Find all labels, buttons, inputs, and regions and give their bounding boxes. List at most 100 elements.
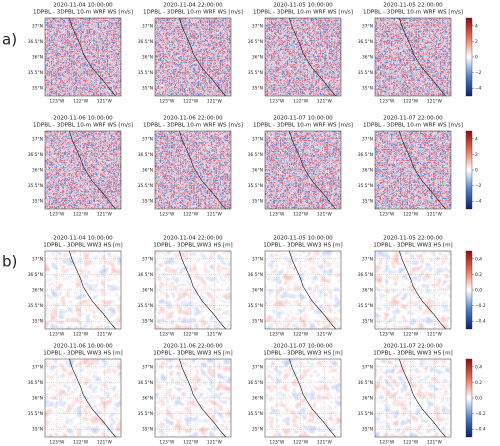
x-tick-label: 123°W <box>269 440 285 446</box>
colorbar-tick-label: 0 <box>475 55 478 61</box>
y-tick-label: 35°N <box>362 427 373 433</box>
y-tick-label: 36.5°N <box>358 152 373 158</box>
x-tick-label: 121°W <box>97 212 113 218</box>
x-tick-label: 123°W <box>379 99 395 105</box>
colorbar-tick-label: 4 <box>475 136 478 142</box>
x-tick-label: 122°W <box>293 440 309 446</box>
x-tick-label: 122°W <box>403 212 419 218</box>
y-tick-label: 35°N <box>252 427 263 433</box>
colorbar-tick-label: 0.4 <box>475 256 482 262</box>
x-tick-label: 122°W <box>183 99 199 105</box>
subplot-title: 1DPBL - 3DPBL WW3 HS [m] <box>263 351 343 357</box>
y-tick-label: 35°N <box>252 199 263 205</box>
y-tick-label: 35°N <box>32 427 43 433</box>
y-tick-label: 37°N <box>142 23 153 29</box>
y-tick-label: 36°N <box>252 396 263 402</box>
subplot-date: 2020-11-06 22:00:00 <box>163 344 223 350</box>
subplot-date: 2020-11-06 10:00:00 <box>53 116 113 122</box>
y-tick-label: 36°N <box>32 396 43 402</box>
x-tick-label: 122°W <box>73 440 89 446</box>
subplot-title: 1DPBL - 3DPBL WW3 HS [m] <box>43 351 123 357</box>
y-tick-label: 36.5°N <box>138 380 153 386</box>
y-tick-label: 36.5°N <box>28 39 43 45</box>
colorbar <box>465 17 473 97</box>
x-tick-label: 123°W <box>269 332 285 338</box>
x-tick-label: 121°W <box>97 99 113 105</box>
map-frame <box>264 250 342 330</box>
map-frame <box>154 130 232 210</box>
coastline <box>179 250 226 330</box>
subplot-date: 2020-11-04 10:00:00 <box>53 236 113 242</box>
x-tick-label: 121°W <box>317 440 333 446</box>
y-tick-label: 36°N <box>362 396 373 402</box>
subplot-title: 1DPBL - 3DPBL WW3 HS [m] <box>373 351 453 357</box>
x-tick-label: 123°W <box>269 212 285 218</box>
coastline <box>69 17 116 97</box>
x-tick-label: 122°W <box>183 212 199 218</box>
subplot-title: 1DPBL - 3DPBL 10-m WRF WS [m/s] <box>253 10 353 16</box>
subplot-title: 1DPBL - 3DPBL 10-m WRF WS [m/s] <box>143 10 243 16</box>
y-tick-label: 37°N <box>32 256 43 262</box>
map-frame <box>374 130 452 210</box>
subplot-title: 1DPBL - 3DPBL WW3 HS [m] <box>153 243 233 249</box>
y-tick-label: 35°N <box>142 199 153 205</box>
y-tick-label: 36.5°N <box>358 272 373 278</box>
subplot-date: 2020-11-06 22:00:00 <box>163 116 223 122</box>
colorbar-tick-label: −0.2 <box>475 303 486 309</box>
subplot-date: 2020-11-06 10:00:00 <box>53 344 113 350</box>
y-tick-label: 37°N <box>252 256 263 262</box>
coastline <box>399 250 446 330</box>
y-tick-label: 36°N <box>32 288 43 294</box>
subplot-title: 1DPBL - 3DPBL 10-m WRF WS [m/s] <box>143 123 243 129</box>
y-tick-label: 35.5°N <box>138 70 153 76</box>
y-tick-label: 36°N <box>32 168 43 174</box>
y-tick-label: 35.5°N <box>248 183 263 189</box>
subplot-title: 1DPBL - 3DPBL 10-m WRF WS [m/s] <box>363 123 463 129</box>
y-tick-label: 35°N <box>252 319 263 325</box>
coastline <box>289 17 336 97</box>
y-tick-label: 35°N <box>142 86 153 92</box>
y-tick-label: 35°N <box>362 86 373 92</box>
coastline <box>179 130 226 210</box>
y-tick-label: 35.5°N <box>248 303 263 309</box>
y-tick-label: 36°N <box>142 288 153 294</box>
y-tick-label: 36°N <box>362 55 373 61</box>
y-tick-label: 35°N <box>32 86 43 92</box>
map-frame <box>44 358 122 438</box>
colorbar-tick-label: 2 <box>475 152 478 158</box>
subplot-date: 2020-11-05 22:00:00 <box>383 236 443 242</box>
y-tick-label: 36°N <box>252 55 263 61</box>
y-tick-label: 35.5°N <box>358 411 373 417</box>
x-tick-label: 121°W <box>317 212 333 218</box>
colorbar-tick-label: −0.2 <box>475 411 486 417</box>
x-tick-label: 121°W <box>427 212 443 218</box>
x-tick-label: 123°W <box>49 212 65 218</box>
map-frame <box>374 17 452 97</box>
y-tick-label: 37°N <box>362 23 373 29</box>
y-tick-label: 37°N <box>362 364 373 370</box>
y-tick-label: 36°N <box>252 288 263 294</box>
y-tick-label: 37°N <box>252 136 263 142</box>
y-tick-label: 37°N <box>142 256 153 262</box>
y-tick-label: 36°N <box>362 288 373 294</box>
y-tick-label: 35.5°N <box>248 70 263 76</box>
subplot-title: 1DPBL - 3DPBL WW3 HS [m] <box>153 351 233 357</box>
coastline <box>399 130 446 210</box>
y-tick-label: 36°N <box>142 168 153 174</box>
x-tick-label: 123°W <box>49 99 65 105</box>
coastline <box>179 17 226 97</box>
x-tick-label: 121°W <box>427 440 443 446</box>
y-tick-label: 36.5°N <box>248 39 263 45</box>
x-tick-label: 123°W <box>49 440 65 446</box>
map-frame <box>264 358 342 438</box>
x-tick-label: 123°W <box>379 212 395 218</box>
x-tick-label: 122°W <box>183 440 199 446</box>
colorbar-tick-label: −0.4 <box>475 427 486 433</box>
x-tick-label: 121°W <box>207 99 223 105</box>
subplot-title: 1DPBL - 3DPBL 10-m WRF WS [m/s] <box>253 123 353 129</box>
y-tick-label: 37°N <box>32 136 43 142</box>
subplot-date: 2020-11-07 10:00:00 <box>273 116 333 122</box>
subplot-title: 1DPBL - 3DPBL WW3 HS [m] <box>263 243 343 249</box>
y-tick-label: 36°N <box>362 168 373 174</box>
x-tick-label: 121°W <box>207 212 223 218</box>
